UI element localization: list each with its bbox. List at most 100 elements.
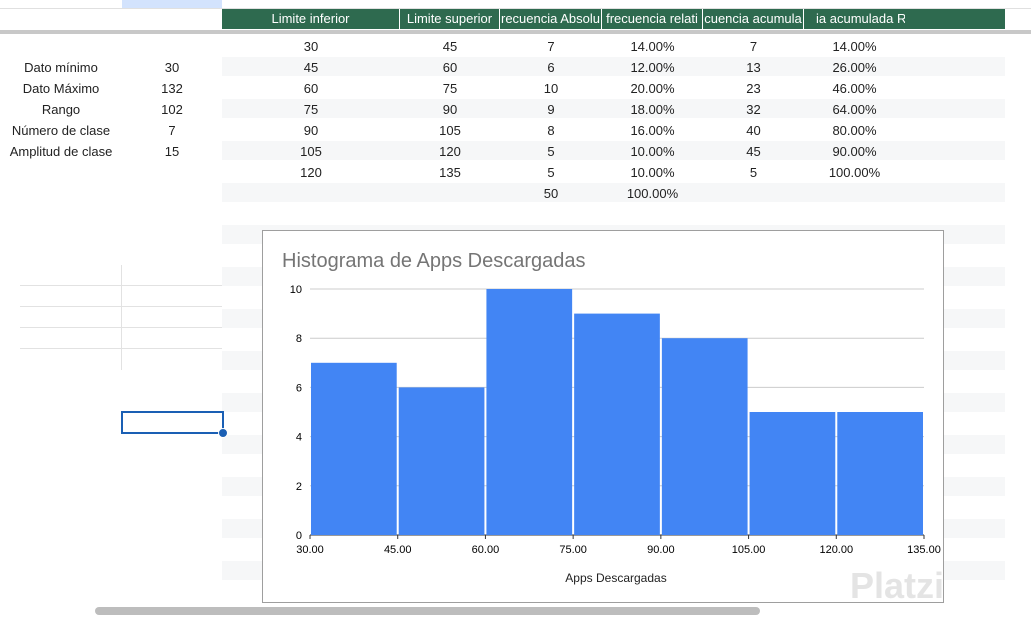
column-header: recuencia Absolu [500,9,602,29]
table-cell[interactable]: 18.00% [630,102,675,117]
table-cell[interactable]: 14.00% [832,39,877,54]
table-cell[interactable] [222,183,400,204]
summary-value[interactable]: 7 [168,123,176,138]
table-cell[interactable]: 80.00% [832,123,877,138]
y-tick-label: 6 [296,382,302,394]
table-cell[interactable]: 10.00% [630,165,675,180]
table-cell[interactable]: 45 [303,60,319,75]
histogram-bar [398,387,485,535]
table-cell[interactable]: 5 [547,144,555,159]
chart-title: Histograma de Apps Descargadas [282,250,586,272]
x-tick-label: 135.00 [907,544,941,556]
table-cell[interactable]: 6 [547,60,555,75]
selected-cell[interactable] [121,411,224,434]
table-cell[interactable]: 120 [300,165,322,180]
table-cell[interactable]: 20.00% [630,81,675,96]
histogram-bar [574,313,660,535]
x-tick-label: 105.00 [732,544,766,556]
table-cell[interactable]: 12.00% [630,60,675,75]
x-tick-label: 75.00 [559,544,587,556]
row-band [222,57,1005,76]
summary-label[interactable]: Rango [41,102,81,117]
table-cell[interactable]: 60 [303,81,319,96]
histogram-chart[interactable]: Histograma de Apps Descargadas Apps Desc… [262,230,944,603]
table-cell[interactable] [400,183,500,204]
table-cell[interactable]: 26.00% [832,60,877,75]
table-cell[interactable] [703,183,804,204]
column-header: cuencia acumula [703,9,804,29]
histogram-bar [661,338,748,535]
y-tick-label: 4 [296,432,302,444]
y-tick-label: 0 [296,530,302,542]
column-header: Limite superior [400,9,500,29]
table-cell[interactable]: 50 [543,186,559,201]
platzi-watermark: Platzi [850,565,945,606]
table-cell[interactable]: 90 [303,123,319,138]
table-cell[interactable]: 16.00% [630,123,675,138]
table-cell[interactable]: 90 [442,102,458,117]
table-cell[interactable]: 5 [749,165,758,180]
horizontal-scrollbar[interactable] [95,607,760,615]
table-cell[interactable]: 105 [300,144,322,159]
table-cell[interactable] [804,183,905,204]
summary-label[interactable]: Dato mínimo [24,60,98,75]
table-cell[interactable]: 45 [442,39,458,54]
table-cell[interactable]: 10 [543,81,559,96]
summary-value[interactable]: 132 [161,81,183,96]
table-cell[interactable]: 5 [547,165,555,180]
table-cell[interactable]: 23 [746,81,761,96]
table-cell[interactable]: 75 [442,81,458,96]
table-cell[interactable]: 7 [547,39,555,54]
table-cell[interactable]: 90.00% [832,144,877,159]
row-band [222,99,1005,118]
x-tick-label: 60.00 [472,544,500,556]
table-cell[interactable]: 8 [547,123,555,138]
fill-handle[interactable] [218,428,228,438]
table-cell[interactable]: 14.00% [630,39,675,54]
y-tick-label: 2 [296,481,302,493]
x-tick-label: 120.00 [819,544,853,556]
summary-label[interactable]: Dato Máximo [22,81,100,96]
chart-svg: Histograma de Apps Descargadas Apps Desc… [282,250,941,585]
summary-value[interactable]: 102 [161,102,183,117]
table-cell[interactable]: 100.00% [828,165,881,180]
table-cell[interactable]: 100.00% [626,186,679,201]
histogram-bar [486,289,573,535]
table-cell[interactable]: 30 [303,39,319,54]
table-cell[interactable]: 64.00% [832,102,877,117]
column-header: frecuencia relati [602,9,703,29]
x-tick-label: 30.00 [296,544,324,556]
gridline [121,265,122,370]
table-cell[interactable]: 7 [749,39,758,54]
table-cell[interactable]: 32 [746,102,761,117]
table-cell[interactable]: 135 [439,165,461,180]
table-cell[interactable]: 9 [547,102,555,117]
table-cell[interactable]: 75 [303,102,319,117]
row-band [222,183,1005,202]
table-cell[interactable]: 10.00% [630,144,675,159]
row-band [222,141,1005,160]
histogram-bar [837,412,923,535]
table-cell[interactable]: 60 [442,60,458,75]
y-tick-label: 10 [290,284,302,296]
summary-label[interactable]: Amplitud de clase [9,144,113,159]
column-header: Limite inferior [222,9,400,29]
table-cell[interactable]: 120 [439,144,461,159]
table-cell[interactable]: 40 [746,123,761,138]
histogram-bar [749,412,836,535]
summary-value[interactable]: 30 [164,60,180,75]
column-header-empty [905,9,1006,29]
table-cell[interactable]: 105 [439,123,461,138]
frozen-row-divider[interactable] [0,30,1031,34]
histogram-bar [311,362,397,535]
y-tick-label: 8 [296,333,302,345]
table-cell[interactable]: 46.00% [832,81,877,96]
table-cell[interactable]: 45 [746,144,761,159]
selected-column-header[interactable] [122,0,222,8]
table-cell[interactable]: 13 [746,60,761,75]
summary-label[interactable]: Número de clase [11,123,111,138]
x-axis-label: Apps Descargadas [565,571,666,585]
summary-value[interactable]: 15 [164,144,180,159]
x-tick-label: 45.00 [384,544,412,556]
column-header-strip [0,0,1031,9]
